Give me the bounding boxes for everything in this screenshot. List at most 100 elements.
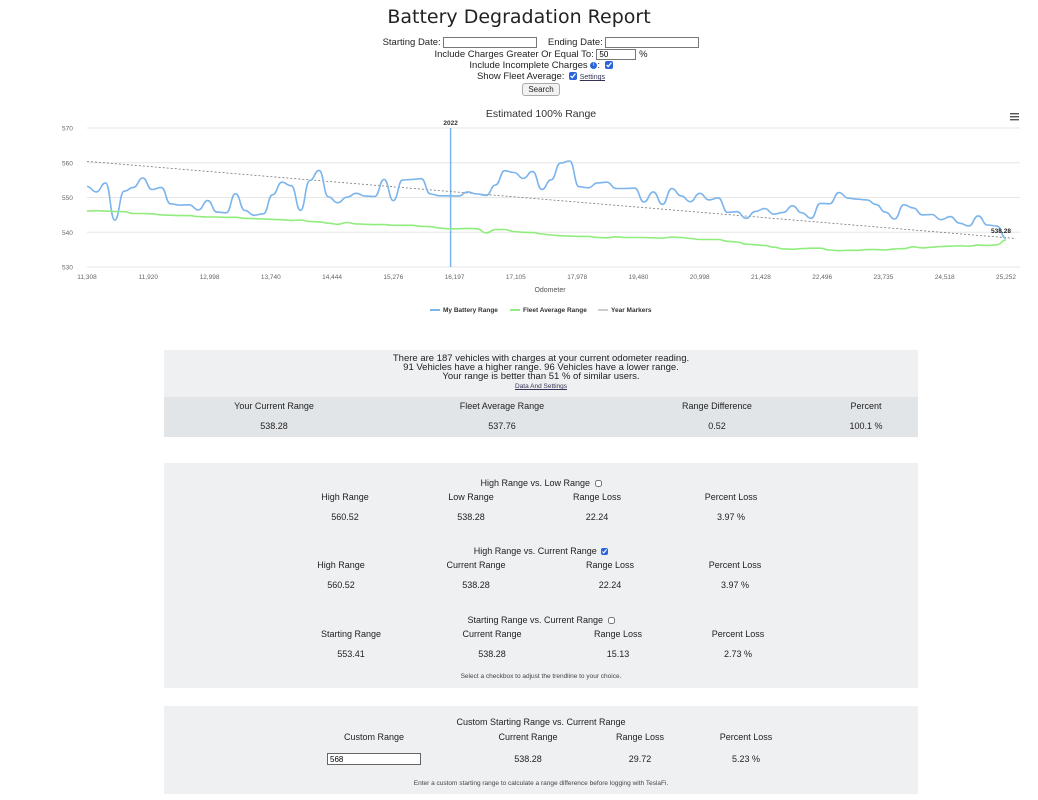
fleet-checkbox[interactable] (569, 72, 578, 81)
legend-item-0: My Battery Range (443, 307, 498, 314)
incomplete-checkbox[interactable] (604, 61, 613, 70)
x-tick-label: 17,105 (506, 274, 526, 281)
hc-header-percent: Percent Loss (708, 560, 762, 570)
trendline-note: Select a checkbox to adjust the trendlin… (460, 673, 622, 680)
sc-value-start: 553.41 (337, 649, 365, 659)
hc-value-high: 560.52 (327, 580, 355, 590)
hc-header-current: Current Range (446, 560, 506, 570)
custom-note: Enter a custom starting range to calcula… (413, 780, 669, 787)
x-tick-label: 11,920 (139, 274, 159, 281)
hc-value-current: 538.28 (462, 580, 490, 590)
summary-line-1: There are 187 vehicles with charges at y… (392, 353, 690, 364)
x-tick-label: 24,518 (935, 274, 955, 281)
fleet-label: Show Fleet Average: (476, 71, 565, 82)
settings-link[interactable]: Settings (579, 74, 606, 81)
start-date-input[interactable] (443, 37, 538, 48)
summary-panel: There are 187 vehicles with charges at y… (164, 350, 918, 437)
min-charge-label: Include Charges Greater Or Equal To: (434, 49, 594, 61)
custom-header-range: Custom Range (343, 732, 405, 742)
high-low-checkbox[interactable] (594, 480, 602, 488)
search-row: Search (0, 83, 1038, 96)
x-tick-label: 16,197 (445, 274, 465, 281)
sc-value-current: 538.28 (478, 649, 506, 659)
x-tick-label: 20,998 (690, 274, 710, 281)
y-tick-label: 570 (62, 126, 73, 133)
x-tick-label: 13,740 (261, 274, 281, 281)
custom-value-percent: 5.23 % (731, 754, 761, 764)
search-button[interactable]: Search (522, 83, 560, 96)
value-range-difference: 0.52 (708, 421, 726, 431)
x-tick-label: 23,735 (874, 274, 894, 281)
hl-value-low: 538.28 (457, 512, 485, 522)
start-current-title: Starting Range vs. Current Range (467, 615, 604, 625)
value-fleet-range: 537.76 (488, 421, 516, 431)
hl-value-high: 560.52 (331, 512, 359, 522)
summary-line-2: 91 Vehicles have a higher range. 96 Vehi… (403, 362, 679, 373)
hl-header-low: Low Range (448, 492, 494, 502)
custom-header-current: Current Range (498, 732, 558, 742)
hc-value-percent: 3.97 % (720, 580, 750, 590)
legend-item-2: Year Markers (611, 307, 652, 314)
header-range-difference: Range Difference (682, 401, 752, 411)
high-low-title: High Range vs. Low Range (480, 478, 591, 488)
x-tick-label: 22,496 (812, 274, 832, 281)
info-icon[interactable]: i (590, 61, 598, 69)
legend-item-1: Fleet Average Range (523, 307, 587, 314)
x-tick-label: 12,998 (200, 274, 220, 281)
min-charge-row: Include Charges Greater Or Equal To: % (0, 49, 1038, 60)
x-axis-title: Odometer (534, 287, 566, 294)
year-marker-label: 2022 (443, 120, 458, 127)
summary-line-3: Your range is better than 51 % of simila… (442, 371, 640, 382)
y-tick-label: 540 (62, 230, 73, 237)
hl-value-loss: 22.24 (585, 512, 609, 522)
sc-header-current: Current Range (462, 629, 522, 639)
custom-value-current: 538.28 (514, 754, 542, 764)
custom-range-input[interactable] (327, 753, 421, 765)
search-form: Starting Date: Ending Date: (0, 37, 1038, 48)
custom-header-loss: Range Loss (615, 732, 665, 742)
end-date-input[interactable] (605, 37, 700, 48)
x-tick-label: 14,444 (322, 274, 342, 281)
menu-icon[interactable] (1010, 113, 1019, 121)
header-fleet-range: Fleet Average Range (459, 401, 545, 411)
comparisons-panel: High Range vs. Low Range High Range Low … (164, 463, 918, 688)
incomplete-row: Include Incomplete Charges i: (0, 60, 1038, 71)
y-tick-label: 560 (62, 160, 73, 167)
hl-header-percent: Percent Loss (704, 492, 758, 502)
custom-header-percent: Percent Loss (719, 732, 773, 742)
sc-value-percent: 2.73 % (723, 649, 753, 659)
high-current-title: High Range vs. Current Range (473, 546, 597, 556)
incomplete-suffix: : (597, 60, 600, 71)
page-title: Battery Degradation Report (387, 6, 651, 28)
sc-header-loss: Range Loss (593, 629, 643, 639)
min-charge-input[interactable] (596, 49, 637, 60)
x-tick-label: 19,480 (628, 274, 648, 281)
hl-header-high: High Range (321, 492, 369, 502)
chart-title: Estimated 100% Range (486, 108, 596, 120)
trend-line (86, 160, 1017, 239)
x-tick-label: 15,276 (383, 274, 403, 281)
hc-header-loss: Range Loss (585, 560, 635, 570)
custom-title: Custom Starting Range vs. Current Range (456, 717, 626, 727)
y-tick-label: 530 (62, 265, 73, 272)
value-current-range: 538.28 (260, 421, 288, 431)
header-percent: Percent (850, 401, 882, 411)
hc-header-high: High Range (317, 560, 365, 570)
high-current-checkbox[interactable] (601, 548, 609, 556)
sc-value-loss: 15.13 (606, 649, 630, 659)
custom-panel: Custom Starting Range vs. Current Range … (164, 706, 918, 794)
data-settings-link[interactable]: Data And Settings (514, 383, 568, 390)
sc-header-percent: Percent Loss (711, 629, 765, 639)
y-tick-label: 550 (62, 195, 73, 202)
series-end-label: 538.28 (991, 228, 1011, 235)
hl-header-loss: Range Loss (572, 492, 622, 502)
range-chart: Estimated 100% Range 570 560 550 540 530 11,30… (62, 108, 1020, 314)
x-tick-label: 21,428 (751, 274, 771, 281)
x-tick-label: 17,978 (567, 274, 587, 281)
fleet-row: Show Fleet Average: Settings (0, 71, 1038, 82)
x-tick-label: 11,308 (77, 274, 97, 281)
value-percent: 100.1 % (849, 421, 883, 431)
sc-header-start: Starting Range (320, 629, 382, 639)
header-current-range: Your Current Range (234, 401, 314, 411)
start-current-checkbox[interactable] (607, 617, 615, 625)
